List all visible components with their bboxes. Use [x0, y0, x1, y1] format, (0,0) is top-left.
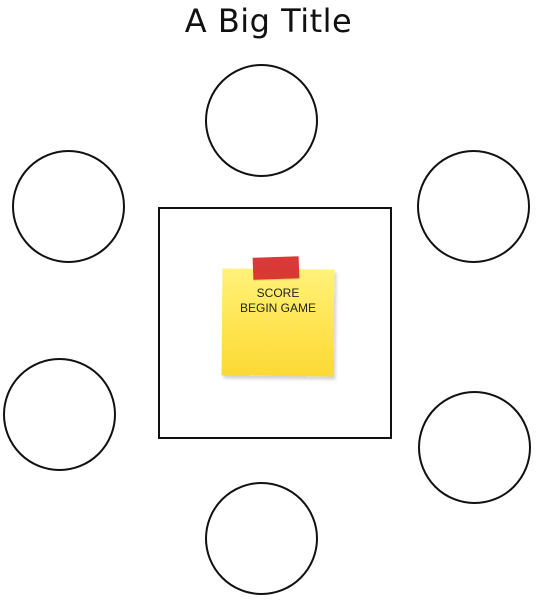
player-seat-bottom-right[interactable]	[418, 391, 531, 504]
sticky-note-text: SCORE BEGIN GAME	[222, 286, 334, 316]
player-seat-top[interactable]	[205, 64, 318, 177]
player-seat-bottom[interactable]	[205, 482, 318, 595]
sticky-note[interactable]	[221, 268, 335, 377]
player-seat-top-left[interactable]	[12, 150, 125, 263]
player-seat-bottom-left[interactable]	[3, 358, 116, 471]
player-seat-top-right[interactable]	[417, 150, 530, 263]
begin-game-button[interactable]: BEGIN GAME	[239, 301, 316, 315]
page-title: A Big Title	[184, 2, 353, 40]
tape-strip	[252, 256, 300, 280]
score-label: SCORE	[256, 286, 300, 300]
